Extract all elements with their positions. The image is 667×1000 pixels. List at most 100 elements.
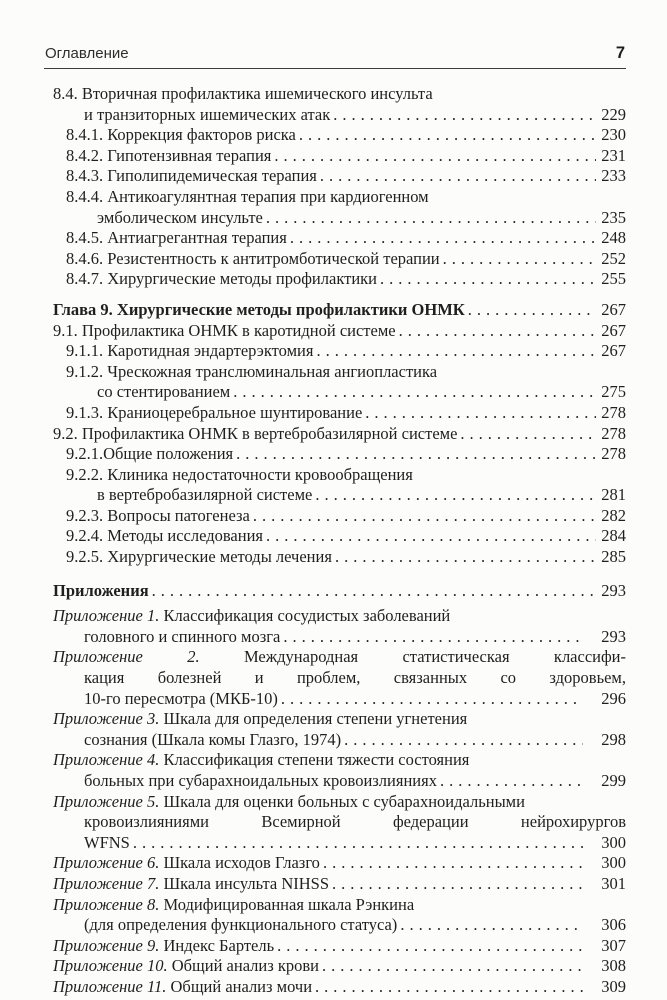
toc-entry-text: Приложение 7. Шкала инсульта NIHSS — [53, 874, 329, 895]
toc-entry-text: головного и спинного мозга — [84, 627, 280, 648]
toc-line: 8.4. Вторичная профилактика ишемического… — [53, 84, 626, 105]
toc-entry: Приложение 10. Общий анализ крови.......… — [53, 956, 626, 977]
toc-entry-text: 8.4.1. Коррекция факторов риска — [66, 125, 296, 146]
toc-page-number: 267 — [601, 299, 626, 319]
text-segment: 8.4.3. Гиполипидемическая терапия — [66, 166, 317, 186]
appendix-label: Приложение 11. — [53, 976, 167, 996]
text-segment: кация болезней и проблем, связанных со з… — [84, 668, 626, 688]
text-segment: 9.2.4. Методы исследования — [66, 526, 264, 546]
toc-entry-text: Приложение 8. Модифицированная шкала Рэн… — [53, 895, 414, 914]
dot-leader: ........................................… — [132, 832, 583, 852]
toc-page-number: 298 — [601, 729, 626, 749]
toc-page-number: 285 — [601, 547, 626, 567]
text-segment: 9.1. Профилактика ОНМК в каротидной сист… — [53, 320, 396, 340]
toc-line: Приложение 7. Шкала инсульта NIHSS......… — [53, 874, 626, 895]
toc-entry: 9.1.3. Краниоцеребральное шунтирование..… — [53, 403, 626, 424]
toc-line: 8.4.3. Гиполипидемическая терапия.......… — [53, 166, 626, 187]
toc-entry: 8.4.2. Гипотензивная терапия............… — [53, 146, 626, 167]
toc-entry-text: и транзиторных ишемических атак — [84, 105, 330, 126]
toc-entry-text: 8.4.2. Гипотензивная терапия — [66, 146, 271, 167]
toc-entry: 8.4.7. Хирургические методы профилактики… — [53, 269, 626, 290]
toc-entry-text: со стентированием — [97, 382, 230, 403]
toc-entry-text: WFNS — [84, 833, 130, 854]
text-segment: Приложения — [53, 580, 149, 600]
toc-entry-text: сознания (Шкала комы Глазго, 1974) — [84, 730, 341, 751]
appendix-label: Приложение 6. — [53, 853, 160, 873]
running-title: Оглавление — [45, 45, 129, 62]
toc-page-number: 300 — [601, 853, 626, 873]
dot-leader: ........................................… — [252, 505, 596, 525]
toc-line: 8.4.1. Коррекция факторов риска.........… — [53, 125, 626, 146]
toc-line: 9.2.4. Методы исследования..............… — [53, 526, 626, 547]
toc-line: 10-го пересмотра (МКБ-10)...............… — [53, 689, 626, 710]
toc-entry: 9.1.2. Чрескожная транслюминальная ангио… — [53, 362, 626, 403]
dot-leader: ........................................… — [236, 444, 596, 464]
toc-page-number: 299 — [601, 771, 626, 790]
appendix-label: Приложение 3. — [53, 709, 160, 729]
toc-entry: Приложение 8. Модифицированная шкала Рэн… — [53, 895, 626, 936]
toc-entry-text: 9.2.2. Клиника недостаточности кровообра… — [66, 465, 413, 484]
toc-line: 8.4.5. Антиагрегантная терапия..........… — [53, 228, 626, 249]
toc-entry: 9.2.1.Общие положения...................… — [53, 444, 626, 465]
toc-entry-text: Приложение 6. Шкала исходов Глазго — [53, 853, 320, 874]
toc-page-number: 235 — [601, 207, 626, 227]
appendix-label: Приложение 8. — [53, 894, 160, 914]
toc-entry-text: 9.1.3. Краниоцеребральное шунтирование — [66, 403, 362, 424]
toc-entry-text: больных при субарахноидальных кровоизлия… — [84, 771, 437, 792]
toc-line: 8.4.7. Хирургические методы профилактики… — [53, 269, 626, 290]
text-segment: Международная статистическая классифи- — [199, 647, 626, 667]
toc-entry-text: 9.1.2. Чрескожная транслюминальная ангио… — [66, 362, 437, 381]
toc-line: 9.1. Профилактика ОНМК в каротидной сист… — [53, 321, 626, 342]
toc-line: со стентированием.......................… — [53, 382, 626, 403]
toc-line: 9.1.2. Чрескожная транслюминальная ангио… — [53, 362, 626, 383]
toc-line: 9.1.1. Каротидная эндартерэктомия.......… — [53, 341, 626, 362]
toc-line: 8.4.6. Резистентность к антитромботическ… — [53, 249, 626, 270]
toc-entry: 9.1.1. Каротидная эндартерэктомия.......… — [53, 341, 626, 362]
text-segment: 8.4.6. Резистентность к антитромботическ… — [66, 248, 440, 268]
dot-leader: ........................................… — [277, 935, 583, 955]
toc-line: кровоизлияниями Всемирной федерации нейр… — [53, 812, 626, 833]
appendix-label: Приложение 5. — [53, 791, 160, 811]
toc-line: в вертебробазилярной системе............… — [53, 485, 626, 506]
dot-leader: ........................................… — [274, 145, 596, 165]
toc-line: WFNS....................................… — [53, 833, 626, 854]
dot-leader: ........................................… — [398, 320, 596, 340]
dot-leader: ........................................… — [266, 526, 596, 546]
toc-page-number: 296 — [601, 688, 626, 708]
text-segment: Глава 9. Хирургические методы профилакти… — [53, 299, 465, 319]
dot-leader: ........................................… — [289, 228, 596, 248]
toc-line: Приложение 1. Классификация сосудистых з… — [53, 606, 626, 627]
toc-page-number: 282 — [601, 505, 626, 525]
text-segment: (для определения функционального статуса… — [84, 915, 398, 935]
toc-entry-text: 9.2. Профилактика ОНМК в вертебробазиляр… — [53, 424, 457, 445]
toc-entry-text: Приложение 4. Классификация степени тяже… — [53, 750, 469, 769]
toc-entry-text: в вертебробазилярной системе — [97, 485, 312, 506]
toc-entry-text: кровоизлияниями Всемирной федерации нейр… — [84, 812, 626, 831]
dot-leader: ........................................… — [151, 580, 596, 600]
toc-entry-text: Приложение 2. Международная статистическ… — [53, 647, 626, 666]
toc-entry-text: Приложение 3. Шкала для определения степ… — [53, 709, 467, 728]
toc-line: Приложение 6. Шкала исходов Глазго......… — [53, 853, 626, 874]
toc-page-number: 278 — [601, 423, 626, 443]
toc-entry-text: 9.2.1.Общие положения — [66, 444, 233, 465]
toc-entry: Приложение 11. Общий анализ мочи........… — [53, 977, 626, 998]
dot-leader: ........................................… — [344, 729, 583, 749]
text-segment: Шкала для определения степени угнетения — [159, 709, 468, 729]
text-segment: Классификация степени тяжести состояния — [159, 750, 470, 770]
toc-line: сознания (Шкала комы Глазго, 1974)......… — [53, 730, 626, 751]
toc-line: кация болезней и проблем, связанных со з… — [53, 668, 626, 689]
toc-line: и транзиторных ишемических атак.........… — [53, 105, 626, 126]
toc-entry-text: эмболическом инсульте — [97, 208, 263, 229]
dot-leader: ........................................… — [333, 104, 596, 124]
toc-line: Приложение 11. Общий анализ мочи........… — [53, 977, 626, 998]
dot-leader: ........................................… — [439, 771, 583, 790]
toc-line: эмболическом инсульте...................… — [53, 208, 626, 229]
dot-leader: ........................................… — [283, 626, 583, 646]
toc-line: Приложение 5. Шкала для оценки больных с… — [53, 792, 626, 813]
dot-leader: ........................................… — [460, 423, 596, 443]
toc-entry: 9.2.4. Методы исследования..............… — [53, 526, 626, 547]
toc-entry-text: 9.2.4. Методы исследования — [66, 526, 263, 547]
dot-leader: ........................................… — [319, 166, 596, 186]
toc-entry-text: Приложение 10. Общий анализ крови — [53, 956, 319, 977]
